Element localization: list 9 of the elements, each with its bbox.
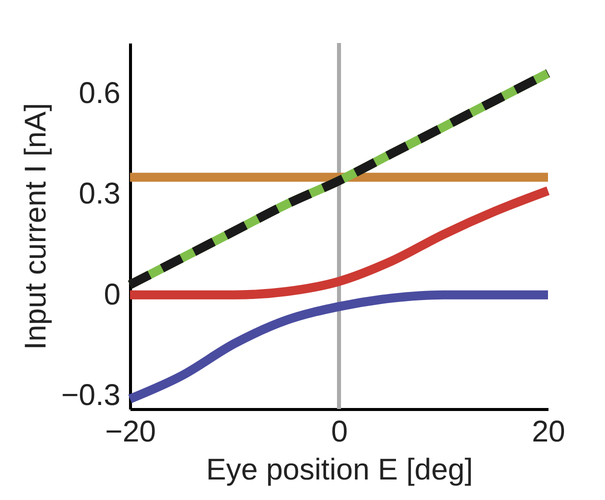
x-tick-label: 20 <box>532 416 566 448</box>
y-tick-label: 0.3 <box>78 178 120 211</box>
y-tick-label: 0 <box>104 278 120 312</box>
y-axis-title: Input current I [nA] <box>19 103 52 350</box>
x-tick-label: 0 <box>331 416 348 448</box>
y-tick-label: 0.6 <box>78 76 120 110</box>
y-tick-label: −0.3 <box>61 379 120 412</box>
x-tick-label: −20 <box>105 416 156 448</box>
x-axis-title: Eye position E [deg] <box>206 454 473 486</box>
